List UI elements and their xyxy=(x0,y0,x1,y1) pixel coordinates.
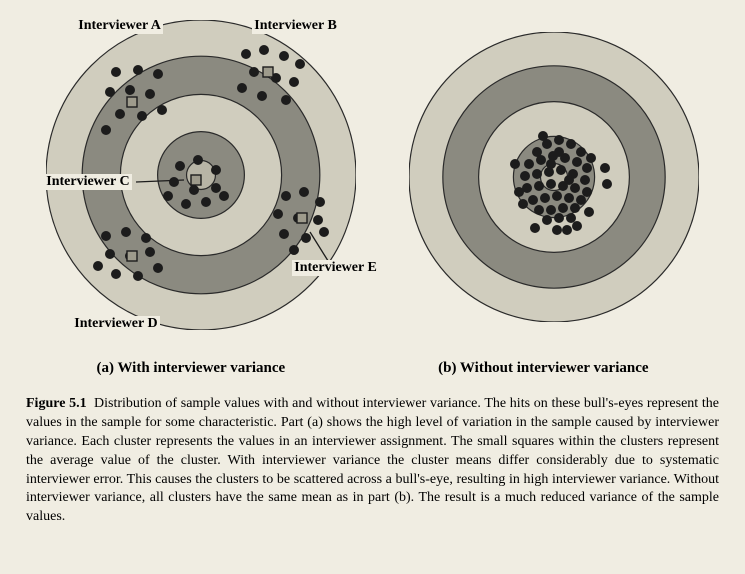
figure-number: Figure 5.1 xyxy=(26,396,87,411)
label-interviewer-b: Interviewer B xyxy=(252,18,339,34)
subcaptions-row: (a) With interviewer variance (b) Withou… xyxy=(20,360,725,377)
label-interviewer-c: Interviewer C xyxy=(44,174,131,190)
label-interviewer-a: Interviewer A xyxy=(76,18,163,34)
subcaption-a: (a) With interviewer variance xyxy=(96,360,285,377)
figure-caption: Figure 5.1 Distribution of sample values… xyxy=(26,395,719,527)
target-a-wrap: Interviewer A Interviewer B Interviewer … xyxy=(46,20,356,330)
figure-caption-text: Distribution of sample values with and w… xyxy=(26,396,719,524)
figure-row: Interviewer A Interviewer B Interviewer … xyxy=(20,20,725,330)
subcaption-b: (b) Without interviewer variance xyxy=(438,360,648,377)
target-b-wrap xyxy=(409,32,699,322)
label-interviewer-e: Interviewer E xyxy=(292,260,379,276)
target-b-svg xyxy=(409,32,699,322)
label-interviewer-d: Interviewer D xyxy=(72,316,159,332)
